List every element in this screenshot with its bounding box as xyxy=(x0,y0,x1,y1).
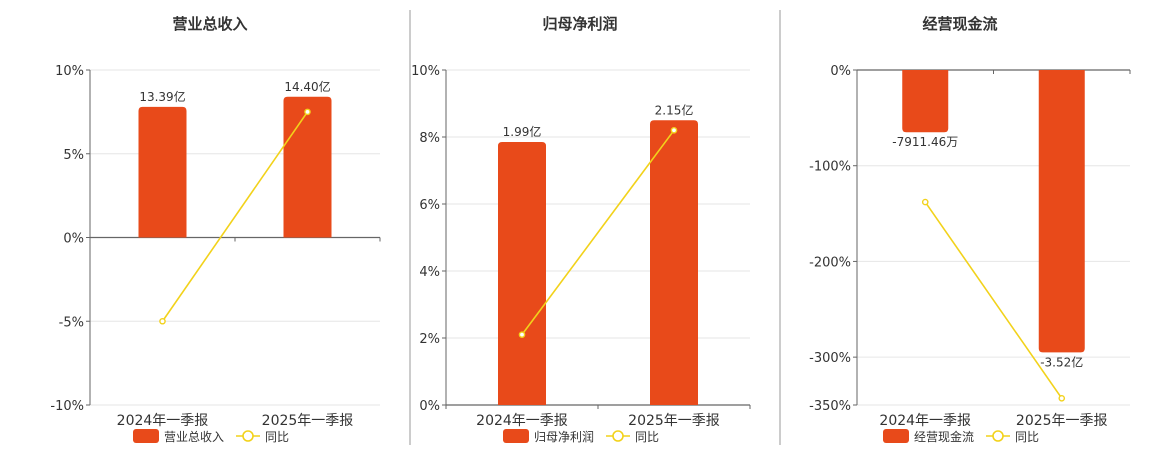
legend-label-bar: 营业总收入 xyxy=(164,430,224,444)
bar-data-label: 13.39亿 xyxy=(139,89,185,104)
legend-label-line: 同比 xyxy=(635,430,659,444)
chart-2: 归母净利润 0% 2% 4% 6% 8% 10% 2024年一季报 2025年一季报 1.99亿 2… xyxy=(411,15,751,444)
legend-label-bar: 经营现金流 xyxy=(914,429,974,444)
legend-label-line: 同比 xyxy=(265,430,289,444)
bar-data-label: -3.52亿 xyxy=(1040,354,1083,369)
legend-swatch-bar xyxy=(883,429,909,443)
chart-title: 营业总收入 xyxy=(172,15,247,33)
y-tick-label: 0% xyxy=(63,232,84,247)
yoy-line xyxy=(521,129,675,336)
bar xyxy=(650,120,698,405)
x-tick-label: 2024年一季报 xyxy=(117,413,209,429)
legend-label-bar: 归母净利润 xyxy=(534,430,594,444)
y-tick-label: 0% xyxy=(830,64,851,79)
y-tick-label: 10% xyxy=(411,64,440,79)
yoy-point xyxy=(304,108,311,116)
legend-swatch-marker xyxy=(992,430,1004,442)
chart-title: 归母净利润 xyxy=(542,15,617,33)
y-tick-label: 4% xyxy=(419,265,440,280)
x-tick-label: 2025年一季报 xyxy=(628,413,720,429)
yoy-point xyxy=(518,331,526,338)
yoy-point xyxy=(159,317,166,325)
yoy-line xyxy=(924,201,1063,399)
yoy-point xyxy=(1058,394,1066,402)
y-tick-label: 0% xyxy=(419,399,440,414)
y-tick-label: 6% xyxy=(419,198,440,213)
y-tick-label: 2% xyxy=(419,332,440,347)
yoy-point xyxy=(921,198,929,206)
y-tick-label: -350% xyxy=(809,399,851,414)
y-tick-label: -100% xyxy=(809,160,851,175)
y-tick-label: -10% xyxy=(50,399,84,414)
bar xyxy=(138,106,187,238)
chart-title: 经营现金流 xyxy=(922,15,997,33)
yoy-point xyxy=(670,127,678,134)
x-tick-label: 2025年一季报 xyxy=(1016,413,1108,429)
legend-swatch-bar xyxy=(133,429,159,443)
y-tick-label: -5% xyxy=(59,315,84,330)
y-tick-label: -200% xyxy=(809,255,851,270)
legend-label-line: 同比 xyxy=(1015,430,1039,444)
bar-data-label: 14.40亿 xyxy=(284,79,330,94)
yoy-line xyxy=(161,111,309,322)
bar-data-label: -7911.46万 xyxy=(892,135,958,149)
x-tick-label: 2025年一季报 xyxy=(262,413,354,429)
y-tick-label: -300% xyxy=(809,351,851,366)
y-tick-label: 5% xyxy=(63,148,84,163)
chart-1: 营业总收入 -10% -5% 0% 5% 10% 2024年一季报 2025年一季报 13.39… xyxy=(50,15,381,444)
y-tick-label: 10% xyxy=(55,64,84,79)
x-tick-label: 2024年一季报 xyxy=(476,413,568,429)
bar xyxy=(498,142,546,405)
legend-swatch-bar xyxy=(503,429,529,443)
y-tick-label: 8% xyxy=(419,131,440,146)
bar xyxy=(1038,70,1085,353)
bar xyxy=(283,96,332,238)
bar-data-label: 1.99亿 xyxy=(503,124,542,139)
legend-swatch-marker xyxy=(612,430,624,442)
x-tick-label: 2024年一季报 xyxy=(879,413,971,429)
bar-data-label: 2.15亿 xyxy=(655,102,694,117)
legend-swatch-marker xyxy=(242,430,254,442)
bar xyxy=(902,70,949,133)
chart-3: 经营现金流 -350% -300% -200% -100% 0% 2024年一季报 2025年… xyxy=(809,15,1131,444)
